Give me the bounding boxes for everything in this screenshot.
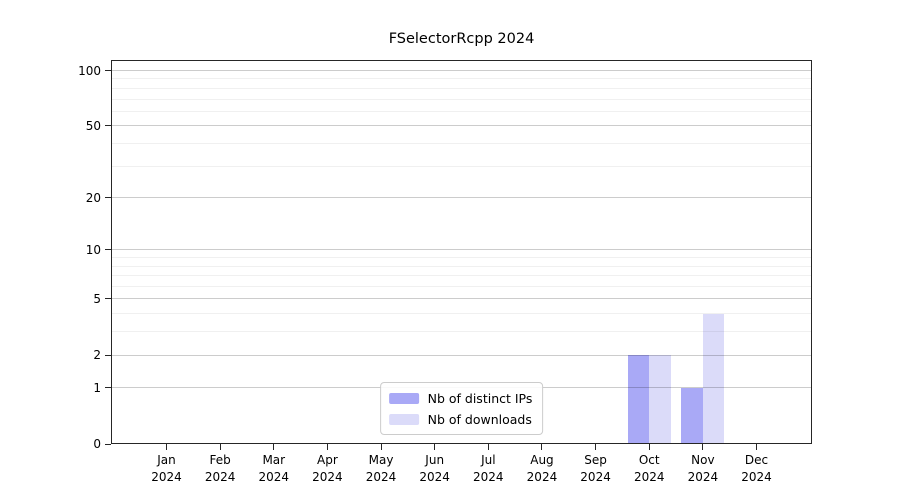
x-tick-month: Jan [157, 453, 176, 467]
x-tick-year: 2024 [741, 469, 772, 484]
gridline-major [112, 298, 811, 300]
bar-nov-downloads [702, 313, 725, 443]
x-tick-month: Dec [744, 453, 769, 467]
x-tick-label: Apr 2024 [295, 452, 359, 485]
x-tick-year: 2024 [419, 469, 450, 484]
gridline-minor [112, 98, 811, 100]
x-tick-year: 2024 [312, 469, 343, 484]
x-tick-label: Jan 2024 [135, 452, 199, 485]
gridline-minor [112, 265, 811, 267]
y-tick-mark [105, 70, 111, 71]
x-tick-label: Nov 2024 [671, 452, 735, 485]
x-tick-label: Sep 2024 [564, 452, 628, 485]
x-tick-year: 2024 [580, 469, 611, 484]
gridline-minor [112, 78, 811, 80]
gridline-minor [112, 275, 811, 277]
legend-swatch [388, 392, 419, 404]
gridline-minor [112, 313, 811, 315]
x-tick-month: May [368, 453, 394, 467]
x-tick-year: 2024 [258, 469, 290, 484]
bar-nov-distinct-ips [681, 387, 703, 443]
x-tick-month: Jun [425, 453, 445, 467]
x-tick-mark [648, 444, 650, 450]
y-tick-mark [105, 354, 111, 356]
x-tick-mark [326, 444, 328, 450]
x-tick-year: 2024 [204, 469, 236, 484]
bar-oct-distinct-ips [627, 355, 650, 443]
gridline-minor [112, 87, 811, 89]
x-tick-month: Jul [481, 453, 496, 467]
x-tick-month: Feb [209, 453, 231, 467]
legend-label: Nb of downloads [427, 411, 532, 427]
gridline-major [112, 249, 811, 251]
gridline-minor [112, 110, 811, 112]
x-tick-year: 2024 [687, 469, 719, 484]
chart-title: FSelectorRcpp 2024 [388, 31, 535, 47]
x-tick-year: 2024 [151, 469, 182, 484]
x-tick-year: 2024 [365, 469, 397, 484]
y-tick-mark [105, 298, 111, 300]
gridline-minor [112, 142, 811, 144]
x-tick-mark [595, 444, 597, 450]
y-tick-label: 10 [85, 242, 101, 257]
bar-oct-downloads [649, 355, 671, 443]
y-tick-label: 20 [85, 190, 101, 205]
x-tick-mark [541, 444, 543, 450]
x-tick-mark [434, 444, 436, 450]
gridline-major [112, 125, 811, 127]
x-tick-label: Oct 2024 [617, 452, 681, 485]
gridline-minor [112, 165, 811, 167]
x-tick-month: Apr [317, 453, 338, 467]
y-tick-mark [105, 387, 111, 389]
x-tick-mark [166, 444, 167, 450]
y-tick-mark [105, 125, 111, 127]
x-tick-mark [273, 444, 275, 450]
legend-label: Nb of distinct IPs [427, 390, 533, 406]
y-tick-label: 2 [93, 348, 101, 363]
x-tick-mark [487, 444, 489, 450]
gridline-major [112, 70, 811, 71]
x-tick-month: Sep [584, 453, 607, 467]
y-tick-mark [105, 197, 111, 199]
x-tick-label: Mar 2024 [242, 452, 306, 485]
x-tick-label: Jun 2024 [403, 452, 467, 485]
y-tick-label: 5 [93, 291, 101, 306]
x-tick-mark [380, 444, 382, 450]
x-tick-year: 2024 [526, 469, 558, 484]
x-tick-label: May 2024 [349, 452, 413, 485]
x-tick-month: Nov [691, 453, 715, 467]
y-tick-mark [105, 443, 111, 445]
x-tick-label: Dec 2024 [725, 452, 789, 485]
y-tick-label: 100 [78, 63, 101, 78]
legend: Nb of distinct IPs Nb of downloads [379, 382, 544, 435]
y-tick-mark [105, 249, 111, 251]
gridline-minor [112, 331, 811, 333]
x-tick-label: Aug 2024 [510, 452, 574, 485]
gridline-major [112, 197, 811, 199]
y-tick-label: 50 [85, 118, 101, 133]
x-tick-mark [702, 444, 704, 450]
gridline-minor [112, 286, 811, 288]
plot-area: Nb of distinct IPs Nb of downloads [111, 60, 812, 444]
x-tick-month: Mar [262, 453, 286, 467]
x-tick-month: Oct [638, 453, 660, 467]
legend-row: Nb of downloads [388, 410, 533, 428]
x-tick-mark [219, 444, 221, 450]
x-tick-mark [756, 444, 757, 450]
y-tick-label: 1 [93, 380, 101, 395]
x-tick-year: 2024 [473, 469, 504, 484]
x-tick-label: Feb 2024 [188, 452, 252, 485]
gridline-minor [112, 257, 811, 259]
legend-swatch [388, 413, 419, 425]
y-tick-label: 0 [93, 437, 101, 451]
x-tick-label: Jul 2024 [456, 452, 520, 485]
legend-row: Nb of distinct IPs [388, 389, 533, 407]
gridline-major [112, 354, 811, 356]
x-tick-month: Aug [530, 453, 554, 467]
x-tick-year: 2024 [633, 469, 665, 484]
